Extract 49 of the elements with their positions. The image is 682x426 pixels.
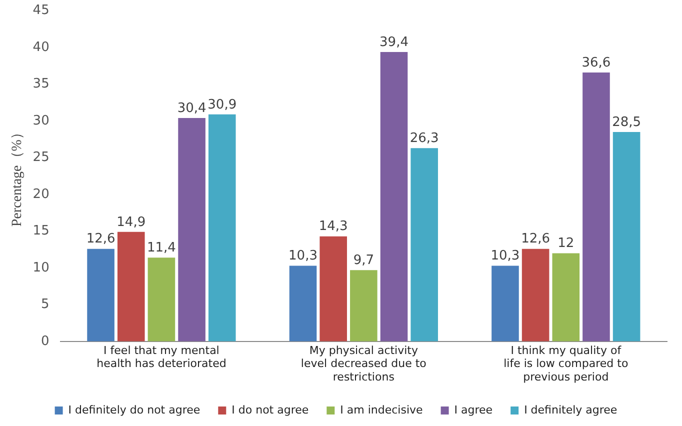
legend-label: I definitely do not agree (68, 403, 200, 416)
y-tick-label: 0 (41, 334, 50, 349)
bar (117, 232, 145, 342)
data-label: 14,3 (318, 219, 348, 234)
y-tick-label: 5 (41, 297, 50, 312)
data-label: 26,3 (410, 131, 439, 146)
y-tick-label: 10 (32, 260, 50, 276)
bar (87, 248, 114, 342)
y-tick-label: 15 (32, 224, 50, 239)
bar (148, 258, 176, 342)
y-tick-label: 25 (32, 150, 50, 166)
data-label: 12,6 (86, 232, 116, 247)
legend-label: I do not agree (232, 403, 309, 416)
x-tick-label: My physical activity level decreased due to restrictions (300, 344, 427, 384)
y-tick-label: 40 (32, 40, 50, 55)
data-label: 11,4 (146, 240, 176, 256)
legend-label: I agree (454, 403, 493, 416)
bar (410, 148, 438, 342)
x-tick-label: I feel that my mental health has deteriorated (96, 344, 226, 370)
data-label: 12,6 (521, 232, 550, 247)
bar (492, 266, 519, 342)
legend-label: I am indecisive (340, 403, 424, 416)
bar (552, 253, 580, 342)
y-axis-title: Percentage（%） (10, 126, 26, 227)
y-tick-label: 45 (32, 3, 50, 18)
bar (522, 248, 550, 342)
data-label: 30,4 (177, 100, 206, 116)
bar (178, 118, 206, 342)
x-tick-label: I think my quality of life is low compared to previous period (504, 344, 628, 384)
y-tick-label: 35 (32, 76, 50, 92)
data-label: 10,3 (490, 248, 520, 264)
y-tick-label: 30 (32, 113, 50, 128)
bar (289, 266, 317, 342)
bar (380, 52, 408, 342)
data-label: 14,9 (116, 214, 146, 230)
bar (350, 270, 378, 342)
data-label: 9,7 (353, 253, 374, 268)
bar (208, 114, 236, 342)
data-label: 30,9 (208, 97, 237, 112)
data-label: 36,6 (582, 55, 611, 70)
data-label: 10,3 (288, 248, 318, 264)
data-label: 28,5 (612, 114, 642, 130)
legend-label: I definitely agree (524, 403, 618, 416)
data-label: 12 (558, 236, 574, 252)
bar (320, 236, 347, 342)
bar (612, 132, 640, 342)
bar (582, 72, 610, 342)
y-tick-label: 20 (32, 186, 50, 202)
data-label: 39,4 (380, 34, 408, 50)
